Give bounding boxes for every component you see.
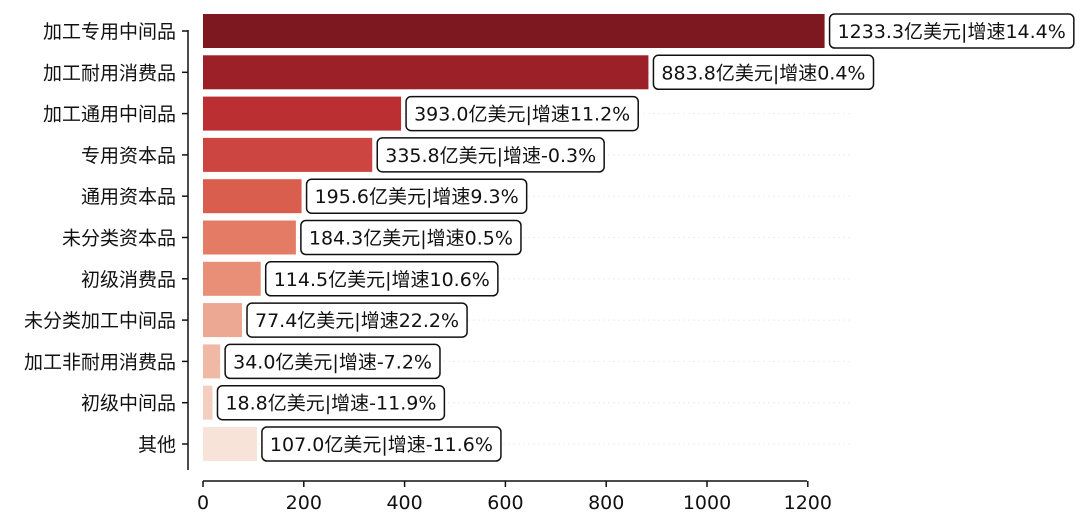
category-label: 加工通用中间品 bbox=[43, 104, 176, 126]
data-label: 195.6亿美元|增速9.3% bbox=[305, 178, 528, 214]
category-label: 加工专用中间品 bbox=[43, 21, 176, 43]
x-tick-label: 1000 bbox=[683, 492, 731, 514]
data-label-text: 18.8亿美元|增速-11.9% bbox=[225, 393, 436, 415]
x-tick-label: 400 bbox=[386, 492, 422, 514]
data-label-text: 883.8亿美元|增速0.4% bbox=[661, 62, 865, 84]
category-label: 通用资本品 bbox=[81, 186, 176, 208]
data-label: 335.8亿美元|增速-0.3% bbox=[376, 137, 605, 173]
data-label-box bbox=[264, 261, 499, 297]
data-label-box bbox=[216, 384, 446, 421]
data-label-text: 335.8亿美元|增速-0.3% bbox=[385, 145, 596, 167]
data-label: 107.0亿美元|增速-11.6% bbox=[261, 426, 502, 462]
data-label-box bbox=[300, 219, 522, 256]
x-tick-label: 1200 bbox=[784, 492, 832, 514]
data-label-box bbox=[246, 302, 468, 338]
category-label: 其他 bbox=[138, 434, 176, 456]
data-label-text: 1233.3亿美元|增速14.4% bbox=[838, 21, 1066, 43]
data-label: 34.0亿美元|增速-7.2% bbox=[224, 343, 441, 380]
data-label: 184.3亿美元|增速0.5% bbox=[300, 219, 522, 256]
grid-lines bbox=[203, 30, 850, 445]
data-labels: 1233.3亿美元|增速14.4% 883.8亿美元|增速0.4% 393.0亿美元… bbox=[216, 13, 1075, 462]
bar bbox=[203, 96, 402, 131]
data-label: 883.8亿美元|增速0.4% bbox=[652, 54, 875, 91]
bar bbox=[203, 427, 257, 461]
data-label-box bbox=[376, 137, 605, 173]
data-label-text: 393.0亿美元|增速11.2% bbox=[414, 104, 630, 126]
data-label-text: 195.6亿美元|增速9.3% bbox=[315, 186, 519, 208]
x-tick-label: 200 bbox=[286, 492, 322, 514]
x-tick-label: 0 bbox=[197, 492, 209, 514]
data-label-text: 77.4亿美元|增速22.2% bbox=[255, 310, 459, 332]
data-label: 393.0亿美元|增速11.2% bbox=[405, 95, 639, 132]
data-label-text: 114.5亿美元|增速10.6% bbox=[274, 269, 490, 291]
category-label: 加工耐用消费品 bbox=[43, 62, 176, 84]
data-label: 18.8亿美元|增速-11.9% bbox=[216, 384, 446, 421]
data-label-box bbox=[305, 178, 528, 214]
bar bbox=[203, 179, 302, 214]
bar bbox=[203, 220, 296, 255]
category-label: 加工非耐用消费品 bbox=[24, 351, 176, 373]
data-label-box bbox=[652, 54, 875, 91]
data-label-box bbox=[224, 343, 441, 380]
bar bbox=[203, 344, 221, 379]
data-label: 77.4亿美元|增速22.2% bbox=[246, 302, 468, 338]
bar bbox=[203, 261, 261, 296]
data-label: 114.5亿美元|增速10.6% bbox=[264, 261, 499, 297]
category-labels: 加工专用中间品加工耐用消费品加工通用中间品专用资本品通用资本品未分类资本品初级消… bbox=[24, 21, 188, 456]
data-label: 1233.3亿美元|增速14.4% bbox=[828, 13, 1075, 49]
x-tick-label: 800 bbox=[588, 492, 624, 514]
data-label-box bbox=[828, 13, 1075, 49]
data-label-box bbox=[261, 426, 502, 462]
x-tick-label: 600 bbox=[487, 492, 523, 514]
bar bbox=[203, 385, 213, 420]
data-label-text: 34.0亿美元|增速-7.2% bbox=[233, 351, 432, 373]
data-label-text: 184.3亿美元|增速0.5% bbox=[309, 228, 513, 250]
category-label: 初级中间品 bbox=[81, 393, 176, 415]
data-label-text: 107.0亿美元|增速-11.6% bbox=[270, 434, 493, 456]
x-axis-ticks: 0 200 400 600 800 1000 1200 bbox=[197, 481, 832, 514]
data-label-box bbox=[405, 95, 639, 132]
bar bbox=[203, 55, 649, 90]
bar bbox=[203, 137, 373, 172]
bar bbox=[203, 14, 825, 48]
category-label: 未分类资本品 bbox=[62, 228, 176, 250]
category-label: 初级消费品 bbox=[81, 269, 176, 291]
bars bbox=[203, 14, 825, 461]
category-label: 专用资本品 bbox=[81, 145, 176, 167]
bar bbox=[203, 303, 243, 338]
category-label: 未分类加工中间品 bbox=[24, 310, 176, 332]
